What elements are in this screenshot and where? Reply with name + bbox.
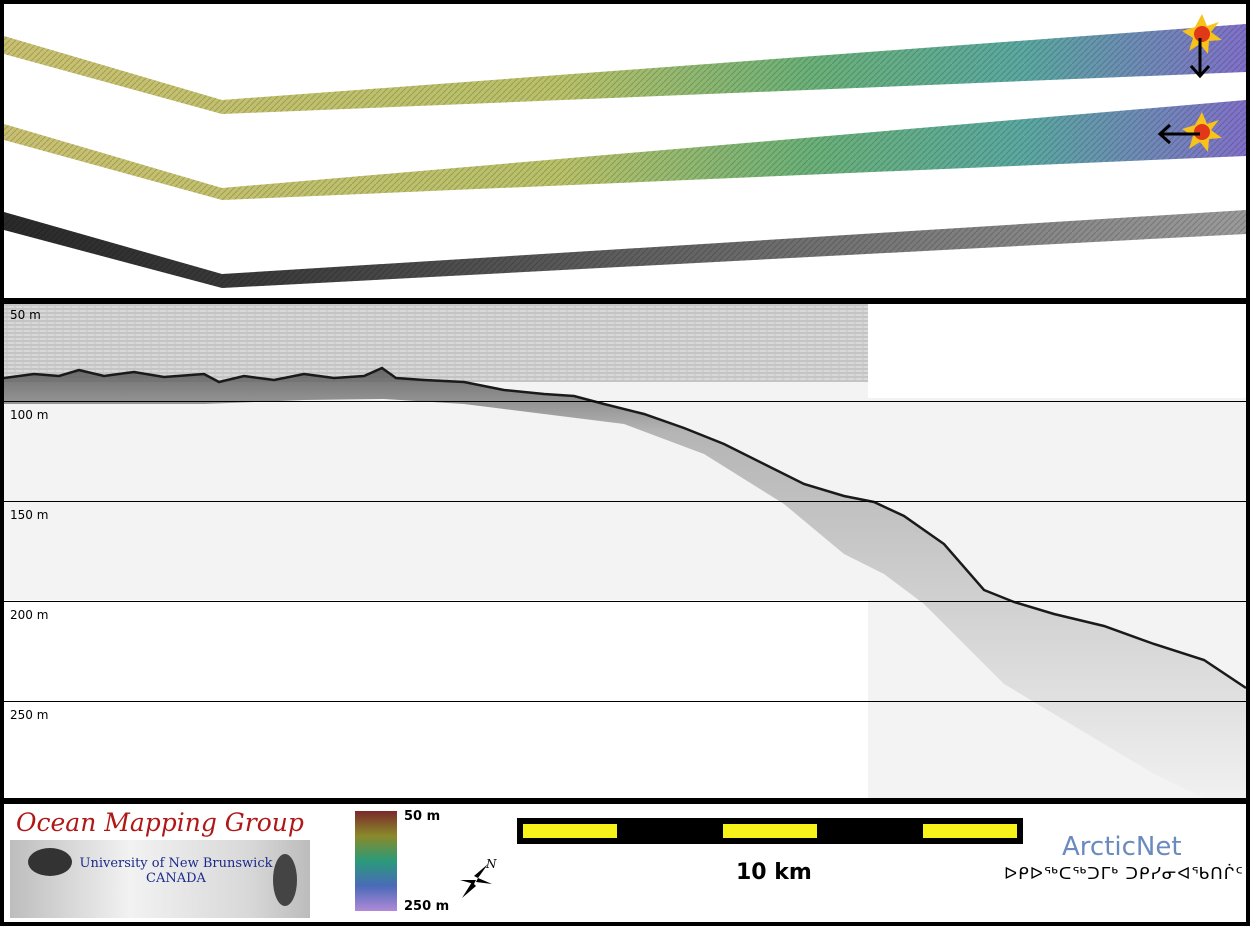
depth-label-200: 200 m [10,608,49,622]
depth-colorbar [355,811,397,911]
north-letter: N [485,857,497,871]
arrow-down-icon [1189,38,1211,79]
footer-panel: Ocean Mapping Group University of New Br… [4,804,1246,922]
sun-icon [1182,112,1222,152]
scale-bar [517,818,1023,844]
depth-label-250: 250 m [10,708,49,722]
depth-gridline [4,401,1246,402]
arrow-left-icon [1157,123,1200,145]
omg-unb-line1: University of New Brunswick [79,856,273,871]
scale-label: 10 km [736,860,812,885]
echogram [4,304,1246,798]
colorbar-bottom-label: 250 m [404,899,450,914]
swath-strips-panel [4,4,1246,298]
depth-gridline [4,701,1246,702]
depth-label-100: 100 m [10,408,49,422]
omg-logo-title: Ocean Mapping Group [16,808,304,837]
omg-logo-image [10,840,310,918]
north-arrow-icon: N [460,857,497,898]
omg-unb-line2: CANADA [146,871,206,886]
depth-gridline [4,501,1246,502]
sun-icon [1182,14,1222,54]
echogram-profile-panel: 50 m 100 m 150 m 200 m 250 m [4,304,1246,798]
omg-unb-text: University of New Brunswick CANADA [76,856,276,886]
depth-gridline [4,601,1246,602]
arcticnet-logo: ArcticNet [1062,832,1182,862]
swath-strips [4,14,1246,288]
colorbar-top-label: 50 m [404,809,441,824]
depth-label-150: 150 m [10,508,49,522]
arcticnet-syllabics: ᐅᑭᐅᖅᑕᖅᑐᒥᒃ ᑐᑭᓯᓂᐊᖃᑎᒌᑦ [1004,864,1244,884]
depth-label-50: 50 m [10,308,41,322]
